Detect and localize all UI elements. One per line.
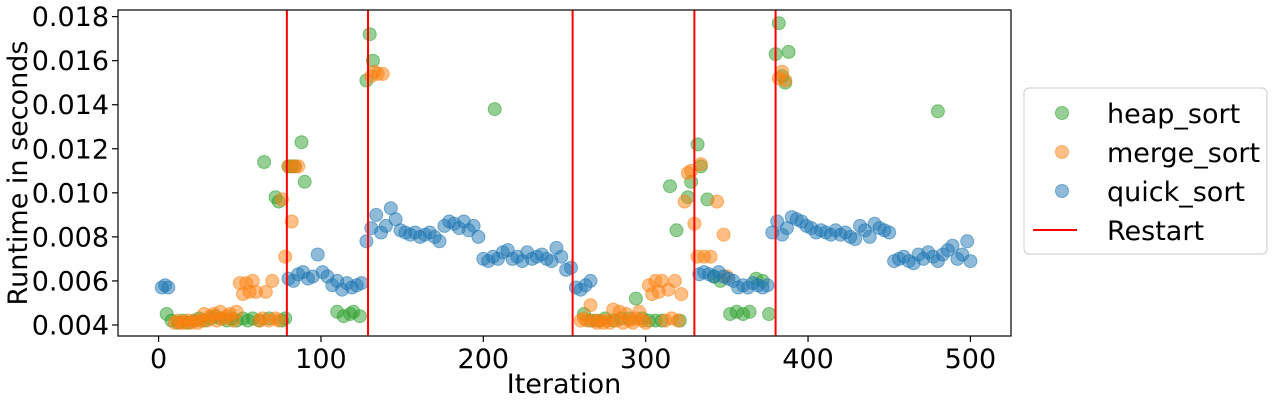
point-merge-sort bbox=[693, 157, 708, 172]
y-tick-label: 0.016 bbox=[32, 46, 109, 77]
point-quick-sort bbox=[354, 276, 369, 291]
legend-marker-quick-sort bbox=[1055, 184, 1069, 198]
point-merge-sort bbox=[291, 159, 306, 174]
point-quick-sort bbox=[848, 232, 863, 247]
point-heap-sort bbox=[742, 304, 757, 319]
point-quick-sort bbox=[359, 234, 374, 249]
y-tick-label: 0.014 bbox=[32, 90, 109, 121]
point-quick-sort bbox=[161, 280, 176, 295]
point-heap-sort bbox=[257, 155, 272, 169]
point-heap-sort bbox=[362, 27, 377, 42]
point-quick-sort bbox=[583, 273, 598, 288]
legend: heap_sort merge_sort quick_sort Restart bbox=[1023, 87, 1268, 255]
point-merge-sort bbox=[265, 273, 280, 288]
point-quick-sort bbox=[378, 218, 393, 233]
point-heap-sort bbox=[781, 44, 796, 59]
point-quick-sort bbox=[369, 207, 384, 222]
point-quick-sort bbox=[862, 229, 877, 244]
point-merge-sort bbox=[229, 304, 244, 319]
x-tick-label: 500 bbox=[945, 344, 997, 375]
point-merge-sort bbox=[258, 284, 273, 299]
point-heap-sort bbox=[771, 16, 786, 31]
x-tick-label: 100 bbox=[295, 344, 347, 375]
point-quick-sort bbox=[471, 229, 486, 244]
point-quick-sort bbox=[770, 214, 785, 229]
point-merge-sort bbox=[638, 315, 653, 330]
point-quick-sort bbox=[432, 234, 447, 249]
points-layer bbox=[154, 16, 978, 330]
point-merge-sort bbox=[716, 227, 731, 242]
x-tick-label: 200 bbox=[458, 344, 510, 375]
point-heap-sort bbox=[690, 137, 705, 152]
point-merge-sort bbox=[667, 273, 682, 288]
legend-label: heap_sort bbox=[1107, 99, 1240, 130]
point-heap-sort bbox=[294, 135, 309, 150]
point-quick-sort bbox=[960, 234, 975, 249]
legend-label: merge_sort bbox=[1107, 138, 1260, 169]
point-merge-sort bbox=[271, 313, 286, 328]
point-heap-sort bbox=[297, 174, 312, 189]
point-heap-sort bbox=[487, 102, 502, 117]
legend-marker-merge-sort bbox=[1055, 145, 1069, 159]
point-merge-sort bbox=[674, 287, 689, 302]
point-quick-sort bbox=[963, 254, 978, 269]
y-tick-label: 0.006 bbox=[32, 266, 109, 297]
y-tick-label: 0.010 bbox=[32, 178, 109, 209]
x-tick-label: 400 bbox=[782, 344, 834, 375]
point-merge-sort bbox=[671, 313, 686, 328]
point-heap-sort bbox=[669, 223, 684, 238]
point-heap-sort bbox=[628, 291, 643, 306]
point-quick-sort bbox=[760, 278, 775, 293]
y-tick-label: 0.012 bbox=[32, 134, 109, 165]
legend-label: quick_sort bbox=[1107, 177, 1245, 208]
legend-entries: heap_sort merge_sort quick_sort Restart bbox=[1033, 99, 1260, 247]
point-merge-sort bbox=[284, 214, 299, 229]
point-heap-sort bbox=[930, 104, 945, 119]
x-axis-label: Iteration bbox=[507, 369, 622, 400]
point-merge-sort bbox=[703, 249, 718, 264]
point-quick-sort bbox=[554, 249, 569, 264]
point-quick-sort bbox=[945, 238, 960, 253]
y-axis-label: Runtime in seconds bbox=[3, 41, 34, 306]
point-merge-sort bbox=[278, 249, 293, 264]
x-tick-label: 300 bbox=[620, 344, 672, 375]
x-axis: 0 100 200 300 400 500 bbox=[150, 336, 996, 375]
y-tick-label: 0.018 bbox=[32, 2, 109, 33]
plot-frame bbox=[117, 9, 1012, 337]
point-heap-sort bbox=[762, 307, 777, 321]
point-quick-sort bbox=[310, 247, 325, 262]
point-heap-sort bbox=[352, 309, 367, 324]
restart-lines-layer bbox=[285, 10, 777, 336]
legend-label: Restart bbox=[1107, 216, 1204, 247]
y-axis: 0.004 0.006 0.008 0.010 0.012 0.014 0.016 0.018 bbox=[32, 2, 118, 341]
point-merge-sort bbox=[583, 298, 598, 313]
point-merge-sort bbox=[710, 194, 725, 209]
legend-marker-heap-sort bbox=[1055, 106, 1069, 120]
point-quick-sort bbox=[564, 260, 578, 275]
point-merge-sort bbox=[778, 73, 793, 88]
point-merge-sort bbox=[677, 194, 692, 209]
point-merge-sort bbox=[375, 66, 390, 81]
point-quick-sort bbox=[882, 225, 897, 240]
point-heap-sort bbox=[663, 179, 677, 194]
x-tick-label: 0 bbox=[150, 344, 167, 375]
point-merge-sort bbox=[275, 192, 289, 207]
y-tick-label: 0.008 bbox=[32, 222, 109, 253]
legend-box bbox=[1023, 87, 1268, 255]
y-tick-label: 0.004 bbox=[32, 310, 109, 341]
